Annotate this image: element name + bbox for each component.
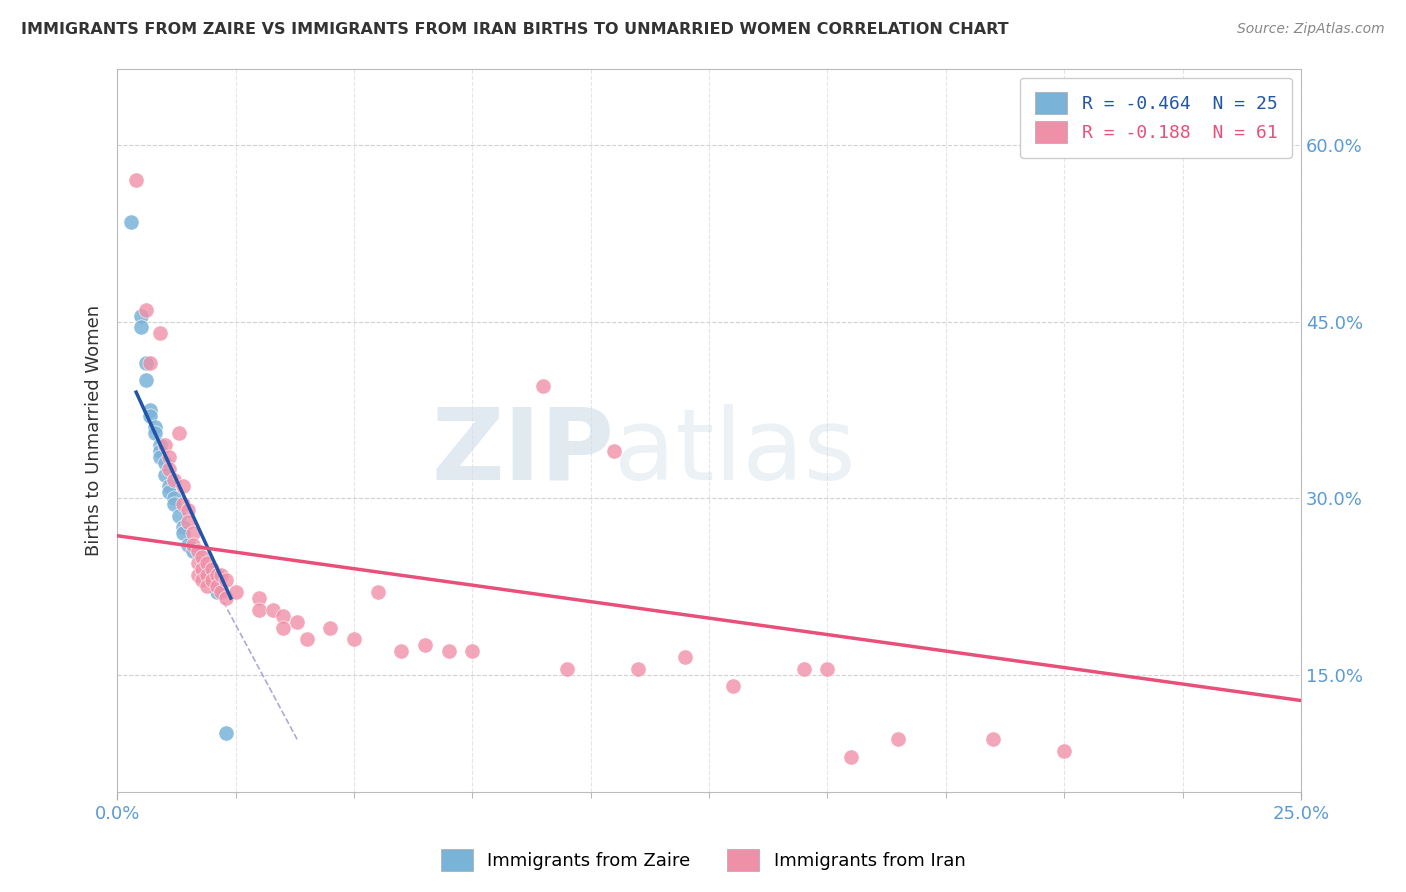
Point (209, 585, 232, 599)
Point (191, 574, 214, 588)
Point (181, 526, 204, 541)
Point (163, 474, 186, 488)
Point (163, 491, 186, 505)
Point (135, 356, 157, 370)
Point (319, 621, 342, 635)
Point (367, 585, 389, 599)
Point (201, 574, 224, 588)
Point (981, 732, 1004, 747)
Point (195, 556, 218, 570)
Point (191, 562, 214, 576)
Point (673, 649, 696, 664)
Point (167, 426, 190, 441)
Point (437, 644, 460, 658)
Point (135, 302, 157, 317)
Point (177, 503, 200, 517)
Point (195, 567, 218, 582)
Point (793, 662, 815, 676)
Point (153, 456, 176, 470)
Point (153, 467, 176, 482)
Point (177, 538, 200, 552)
Point (187, 544, 209, 558)
Point (1053, 744, 1076, 758)
Point (603, 444, 626, 458)
Point (295, 632, 318, 647)
Y-axis label: Births to Unmarried Women: Births to Unmarried Women (86, 305, 103, 556)
Point (187, 567, 209, 582)
Point (531, 379, 554, 393)
Point (225, 585, 247, 599)
Point (215, 574, 238, 588)
Point (201, 562, 224, 576)
Point (177, 515, 200, 529)
Point (721, 679, 744, 693)
Point (139, 409, 162, 423)
Point (149, 438, 172, 452)
Point (215, 726, 238, 740)
Point (153, 438, 176, 452)
Point (887, 732, 910, 747)
Point (157, 450, 180, 464)
Point (120, 214, 142, 228)
Point (555, 662, 578, 676)
Point (205, 585, 228, 599)
Point (461, 644, 484, 658)
Point (139, 402, 162, 417)
Point (149, 450, 172, 464)
Point (205, 567, 228, 582)
Point (143, 420, 166, 434)
Point (157, 461, 180, 475)
Point (172, 479, 194, 493)
Point (172, 497, 194, 511)
Point (839, 750, 862, 764)
Text: IMMIGRANTS FROM ZAIRE VS IMMIGRANTS FROM IRAN BIRTHS TO UNMARRIED WOMEN CORRELAT: IMMIGRANTS FROM ZAIRE VS IMMIGRANTS FROM… (21, 22, 1008, 37)
Text: atlas: atlas (614, 403, 856, 500)
Point (181, 538, 204, 552)
Point (135, 373, 157, 387)
Point (157, 479, 180, 493)
Point (143, 426, 166, 441)
Point (187, 556, 209, 570)
Point (125, 173, 148, 187)
Point (157, 485, 180, 500)
Point (167, 508, 190, 523)
Point (181, 544, 204, 558)
Point (172, 520, 194, 534)
Legend: R = -0.464  N = 25, R = -0.188  N = 61: R = -0.464 N = 25, R = -0.188 N = 61 (1021, 78, 1292, 158)
Text: ZIP: ZIP (432, 403, 614, 500)
Point (627, 662, 650, 676)
Point (163, 497, 186, 511)
Point (262, 603, 284, 617)
Point (343, 632, 366, 647)
Point (129, 309, 152, 323)
Point (149, 326, 172, 341)
Point (139, 356, 162, 370)
Point (205, 579, 228, 593)
Point (815, 662, 838, 676)
Point (129, 320, 152, 334)
Point (191, 549, 214, 564)
Point (271, 621, 294, 635)
Point (195, 579, 218, 593)
Point (247, 591, 270, 606)
Point (285, 615, 308, 629)
Point (209, 567, 232, 582)
Point (149, 444, 172, 458)
Point (413, 638, 436, 652)
Legend: Immigrants from Zaire, Immigrants from Iran: Immigrants from Zaire, Immigrants from I… (433, 842, 973, 879)
Point (215, 591, 238, 606)
Point (389, 644, 412, 658)
Point (172, 526, 194, 541)
Point (271, 608, 294, 623)
Point (247, 603, 270, 617)
Text: Source: ZipAtlas.com: Source: ZipAtlas.com (1237, 22, 1385, 37)
